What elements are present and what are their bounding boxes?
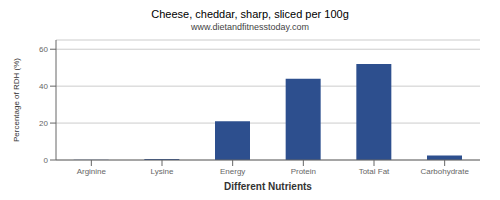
svg-text:Protein: Protein [291, 167, 316, 176]
svg-text:60: 60 [39, 45, 48, 54]
svg-text:20: 20 [39, 119, 48, 128]
svg-text:Different Nutrients: Different Nutrients [224, 181, 312, 190]
svg-text:40: 40 [39, 82, 48, 91]
svg-text:0: 0 [44, 156, 49, 165]
svg-text:Carbohydrate: Carbohydrate [420, 167, 469, 176]
svg-text:Energy: Energy [220, 167, 245, 176]
html-text:Cheese, cheddar, sharp, sliced: Cheese, cheddar, sharp, sliced per 100g [151, 8, 349, 20]
svg-text:Percentage of RDH (%): Percentage of RDH (%) [12, 58, 21, 142]
svg-text:Lysine: Lysine [151, 167, 174, 176]
svg-text:Total Fat: Total Fat [359, 167, 390, 176]
svg-text:Arginine: Arginine [77, 167, 107, 176]
html-text:www.dietandfitnesstoday.com: www.dietandfitnesstoday.com [191, 22, 309, 32]
